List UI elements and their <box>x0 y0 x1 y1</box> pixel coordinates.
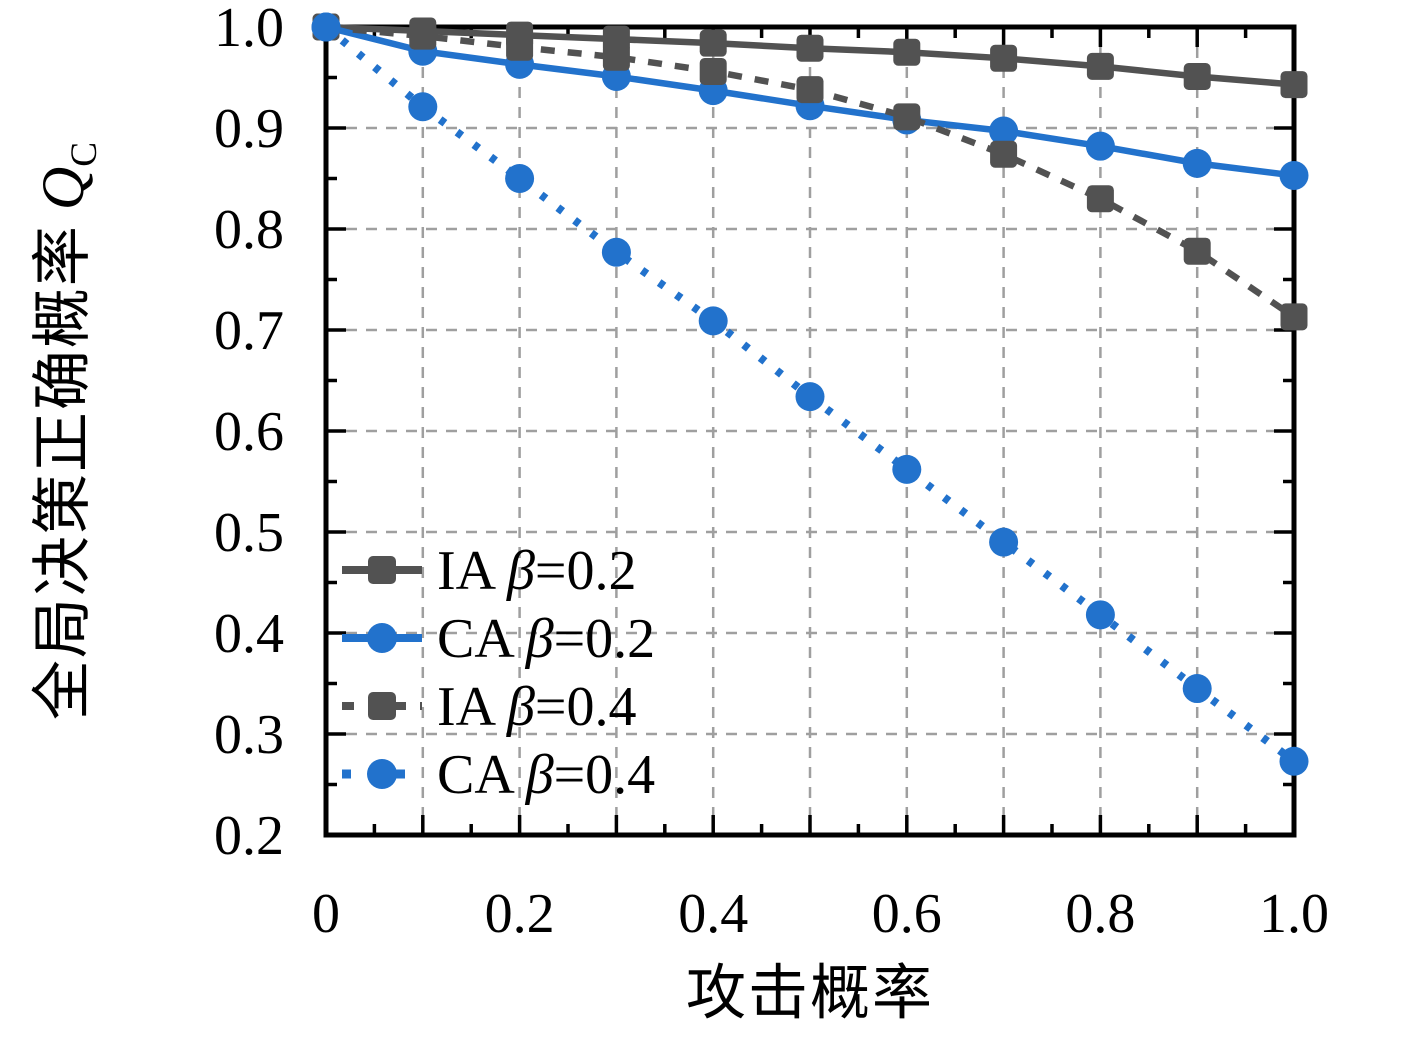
legend-item: CA β=0.4 <box>342 744 655 806</box>
y-axis-symbol-subscript: C <box>64 141 105 167</box>
x-tick-label: 1.0 <box>1259 883 1329 945</box>
x-axis-label-text: 攻击概率 <box>686 960 934 1027</box>
square-marker <box>1086 185 1114 213</box>
x-tick-label: 0.2 <box>485 883 555 945</box>
square-marker <box>1183 237 1211 265</box>
circle-marker <box>892 454 922 484</box>
square-marker <box>1280 71 1308 99</box>
square-marker <box>990 44 1018 72</box>
y-tick-label: 0.9 <box>214 98 284 160</box>
square-marker <box>796 34 824 62</box>
x-tick-label: 0.6 <box>872 883 942 945</box>
square-marker <box>796 76 824 104</box>
legend-label: CA β=0.4 <box>437 744 655 806</box>
x-axis-label: 攻击概率 <box>686 945 934 1032</box>
circle-marker <box>1182 148 1212 178</box>
circle-marker <box>601 237 631 267</box>
square-marker <box>1280 303 1308 331</box>
legend-label: CA β=0.2 <box>437 608 655 670</box>
circle-marker <box>311 12 341 42</box>
x-tick-label: 0 <box>312 883 340 945</box>
legend-label: IA β=0.2 <box>437 540 636 602</box>
square-marker <box>699 57 727 85</box>
circle-marker <box>989 527 1019 557</box>
x-tick-label: 0.8 <box>1065 883 1135 945</box>
legend-square-marker <box>368 692 396 720</box>
circle-marker <box>1085 131 1115 161</box>
square-marker <box>409 22 437 50</box>
y-axis-symbol: Q <box>30 166 96 211</box>
square-marker <box>1086 52 1114 80</box>
y-tick-label: 0.5 <box>214 502 284 564</box>
series-ca-0.4 <box>311 12 1309 776</box>
y-tick-label: 0.3 <box>214 704 284 766</box>
y-axis-label-text: 全局决策正确概率 <box>30 224 96 721</box>
circle-marker <box>1279 746 1309 776</box>
y-tick-label: 0.2 <box>214 805 284 867</box>
y-tick-label: 0.6 <box>214 401 284 463</box>
circle-marker <box>1085 600 1115 630</box>
gridlines <box>326 27 1294 835</box>
legend-square-marker <box>368 556 396 584</box>
circle-marker <box>795 382 825 412</box>
circle-marker <box>1182 674 1212 704</box>
circle-marker <box>698 306 728 336</box>
legend-circle-marker <box>367 759 397 789</box>
legend-item: CA β=0.2 <box>342 608 655 670</box>
x-tick-label: 0.4 <box>678 883 748 945</box>
legend-label: IA β=0.4 <box>437 676 636 738</box>
legend-item: IA β=0.4 <box>342 676 636 738</box>
square-marker <box>602 43 630 71</box>
y-tick-label: 0.4 <box>214 603 284 665</box>
legend-item: IA β=0.2 <box>342 540 636 602</box>
square-marker <box>893 38 921 66</box>
y-tick-label: 1.0 <box>214 0 284 59</box>
y-tick-label: 0.7 <box>214 300 284 362</box>
square-marker <box>990 140 1018 168</box>
square-marker <box>1183 62 1211 90</box>
legend: IA β=0.2CA β=0.2IA β=0.4CA β=0.4 <box>342 540 655 806</box>
square-marker <box>699 29 727 57</box>
circle-marker <box>989 116 1019 146</box>
circle-marker <box>505 164 535 193</box>
y-axis-label: 全局决策正确概率 QC <box>14 142 106 720</box>
circle-marker <box>408 92 438 122</box>
y-tick-label: 0.8 <box>214 199 284 261</box>
legend-circle-marker <box>367 623 397 653</box>
square-marker <box>506 33 534 61</box>
circle-marker <box>1279 160 1309 190</box>
square-marker <box>893 103 921 131</box>
